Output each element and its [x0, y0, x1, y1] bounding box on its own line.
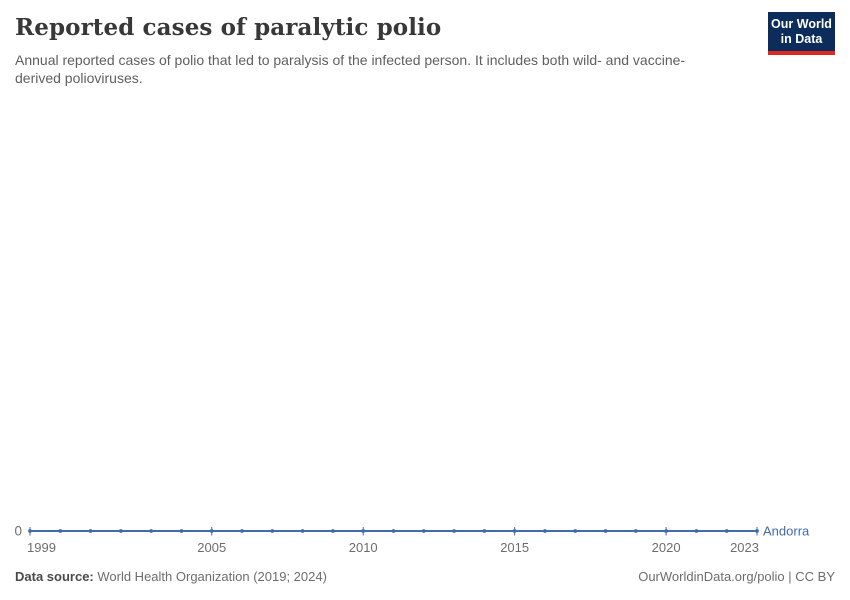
owid-logo-line1: Our World — [771, 16, 832, 31]
svg-text:2020: 2020 — [652, 540, 681, 555]
svg-text:Andorra: Andorra — [763, 524, 810, 539]
svg-text:2015: 2015 — [500, 540, 529, 555]
data-source-label: Data source: — [15, 569, 94, 584]
svg-text:2023: 2023 — [730, 540, 759, 555]
chart-subtitle: Annual reported cases of polio that led … — [15, 51, 686, 87]
svg-text:2010: 2010 — [349, 540, 378, 555]
data-source: Data source: World Health Organization (… — [15, 569, 327, 584]
svg-text:1999: 1999 — [27, 540, 56, 555]
chart-title: Reported cases of paralytic polio — [15, 14, 442, 41]
attribution-text: OurWorldinData.org/polio | CC BY — [638, 569, 835, 584]
data-source-value: World Health Organization (2019; 2024) — [93, 569, 327, 584]
owid-logo-line2: in Data — [780, 31, 823, 46]
header: Reported cases of paralytic polio Annual… — [15, 12, 835, 88]
footer: Data source: World Health Organization (… — [15, 569, 835, 584]
svg-text:0: 0 — [14, 524, 22, 539]
owid-logo: Our World in Data — [768, 12, 835, 55]
svg-text:2005: 2005 — [197, 540, 226, 555]
